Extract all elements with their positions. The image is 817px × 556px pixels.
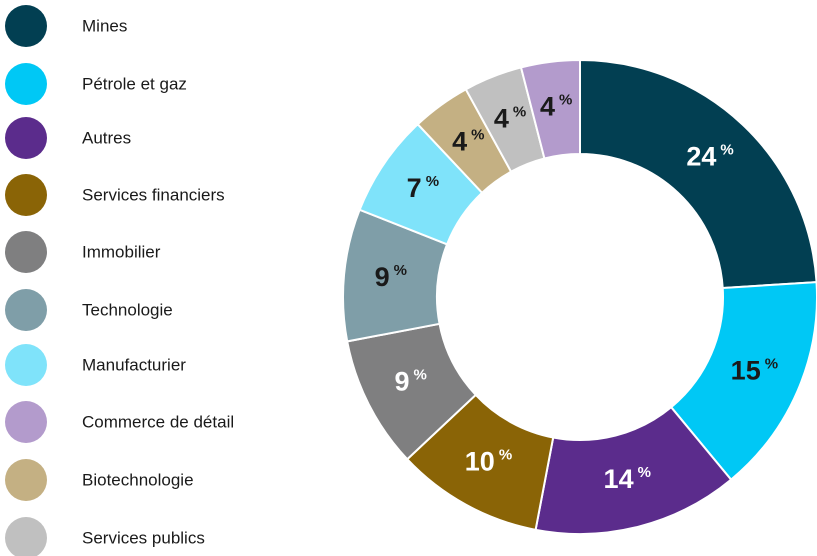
value-label: 24%: [686, 141, 733, 171]
value-unit: %: [414, 366, 427, 383]
value-unit: %: [638, 464, 651, 481]
value-label: 9%: [375, 262, 407, 292]
value-unit: %: [471, 126, 484, 143]
legend-swatch: [5, 231, 47, 273]
value-number: 4: [540, 92, 555, 122]
value-label: 15%: [731, 355, 778, 385]
legend-label: Mines: [82, 16, 127, 35]
value-number: 10: [465, 447, 495, 477]
value-number: 4: [452, 126, 467, 156]
value-unit: %: [765, 355, 778, 372]
legend-swatch: [5, 63, 47, 105]
legend-label: Services publics: [82, 528, 205, 547]
donut-slice: [579, 58, 817, 290]
value-number: 4: [494, 103, 509, 133]
legend-swatch: [5, 344, 47, 386]
legend-swatch: [5, 117, 47, 159]
legend-swatch: [5, 401, 47, 443]
value-number: 15: [731, 356, 761, 386]
value-number: 9: [375, 262, 390, 292]
legend-label: Manufacturier: [82, 355, 186, 374]
value-label: 4%: [494, 103, 526, 133]
value-number: 24: [686, 142, 716, 172]
value-unit: %: [499, 446, 512, 463]
legend-swatch: [5, 289, 47, 331]
value-number: 14: [604, 464, 634, 494]
value-number: 7: [407, 173, 422, 203]
value-unit: %: [513, 103, 526, 120]
value-unit: %: [559, 91, 572, 108]
legend-swatch: [5, 459, 47, 501]
value-unit: %: [720, 141, 733, 158]
value-label: 7%: [407, 173, 439, 203]
value-label: 4%: [540, 91, 572, 121]
value-number: 9: [395, 366, 410, 396]
legend-label: Commerce de détail: [82, 412, 234, 431]
legend-label: Services financiers: [82, 185, 225, 204]
legend-swatch: [5, 5, 47, 47]
value-label: 10%: [465, 446, 512, 476]
legend-label: Pétrole et gaz: [82, 74, 187, 93]
legend-swatch: [5, 517, 47, 556]
value-label: 4%: [452, 126, 484, 156]
legend-label: Technologie: [82, 300, 173, 319]
value-label: 14%: [604, 464, 651, 494]
value-label: 9%: [395, 366, 427, 396]
legend-swatch: [5, 174, 47, 216]
value-unit: %: [426, 173, 439, 190]
legend-label: Autres: [82, 128, 131, 147]
donut-slice: [519, 58, 581, 160]
value-unit: %: [394, 262, 407, 279]
legend-label: Biotechnologie: [82, 470, 194, 489]
legend-label: Immobilier: [82, 242, 161, 261]
